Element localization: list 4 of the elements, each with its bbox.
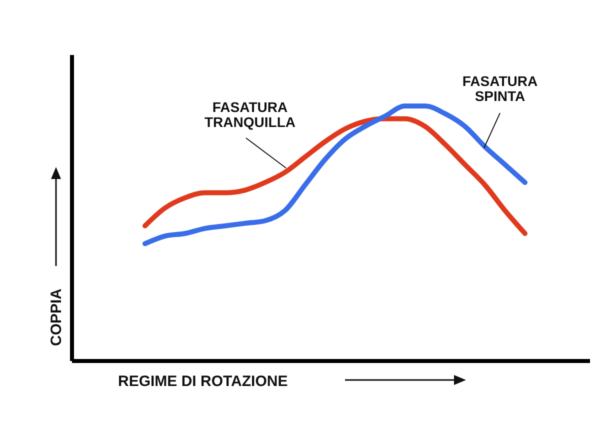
x-axis-title: REGIME DI ROTAZIONE [118,373,288,390]
y-axis-title: COPPIA [48,288,65,346]
series-label: FASATURA TRANQUILLA [204,99,296,130]
series-label: FASATURA SPINTA [462,73,538,104]
